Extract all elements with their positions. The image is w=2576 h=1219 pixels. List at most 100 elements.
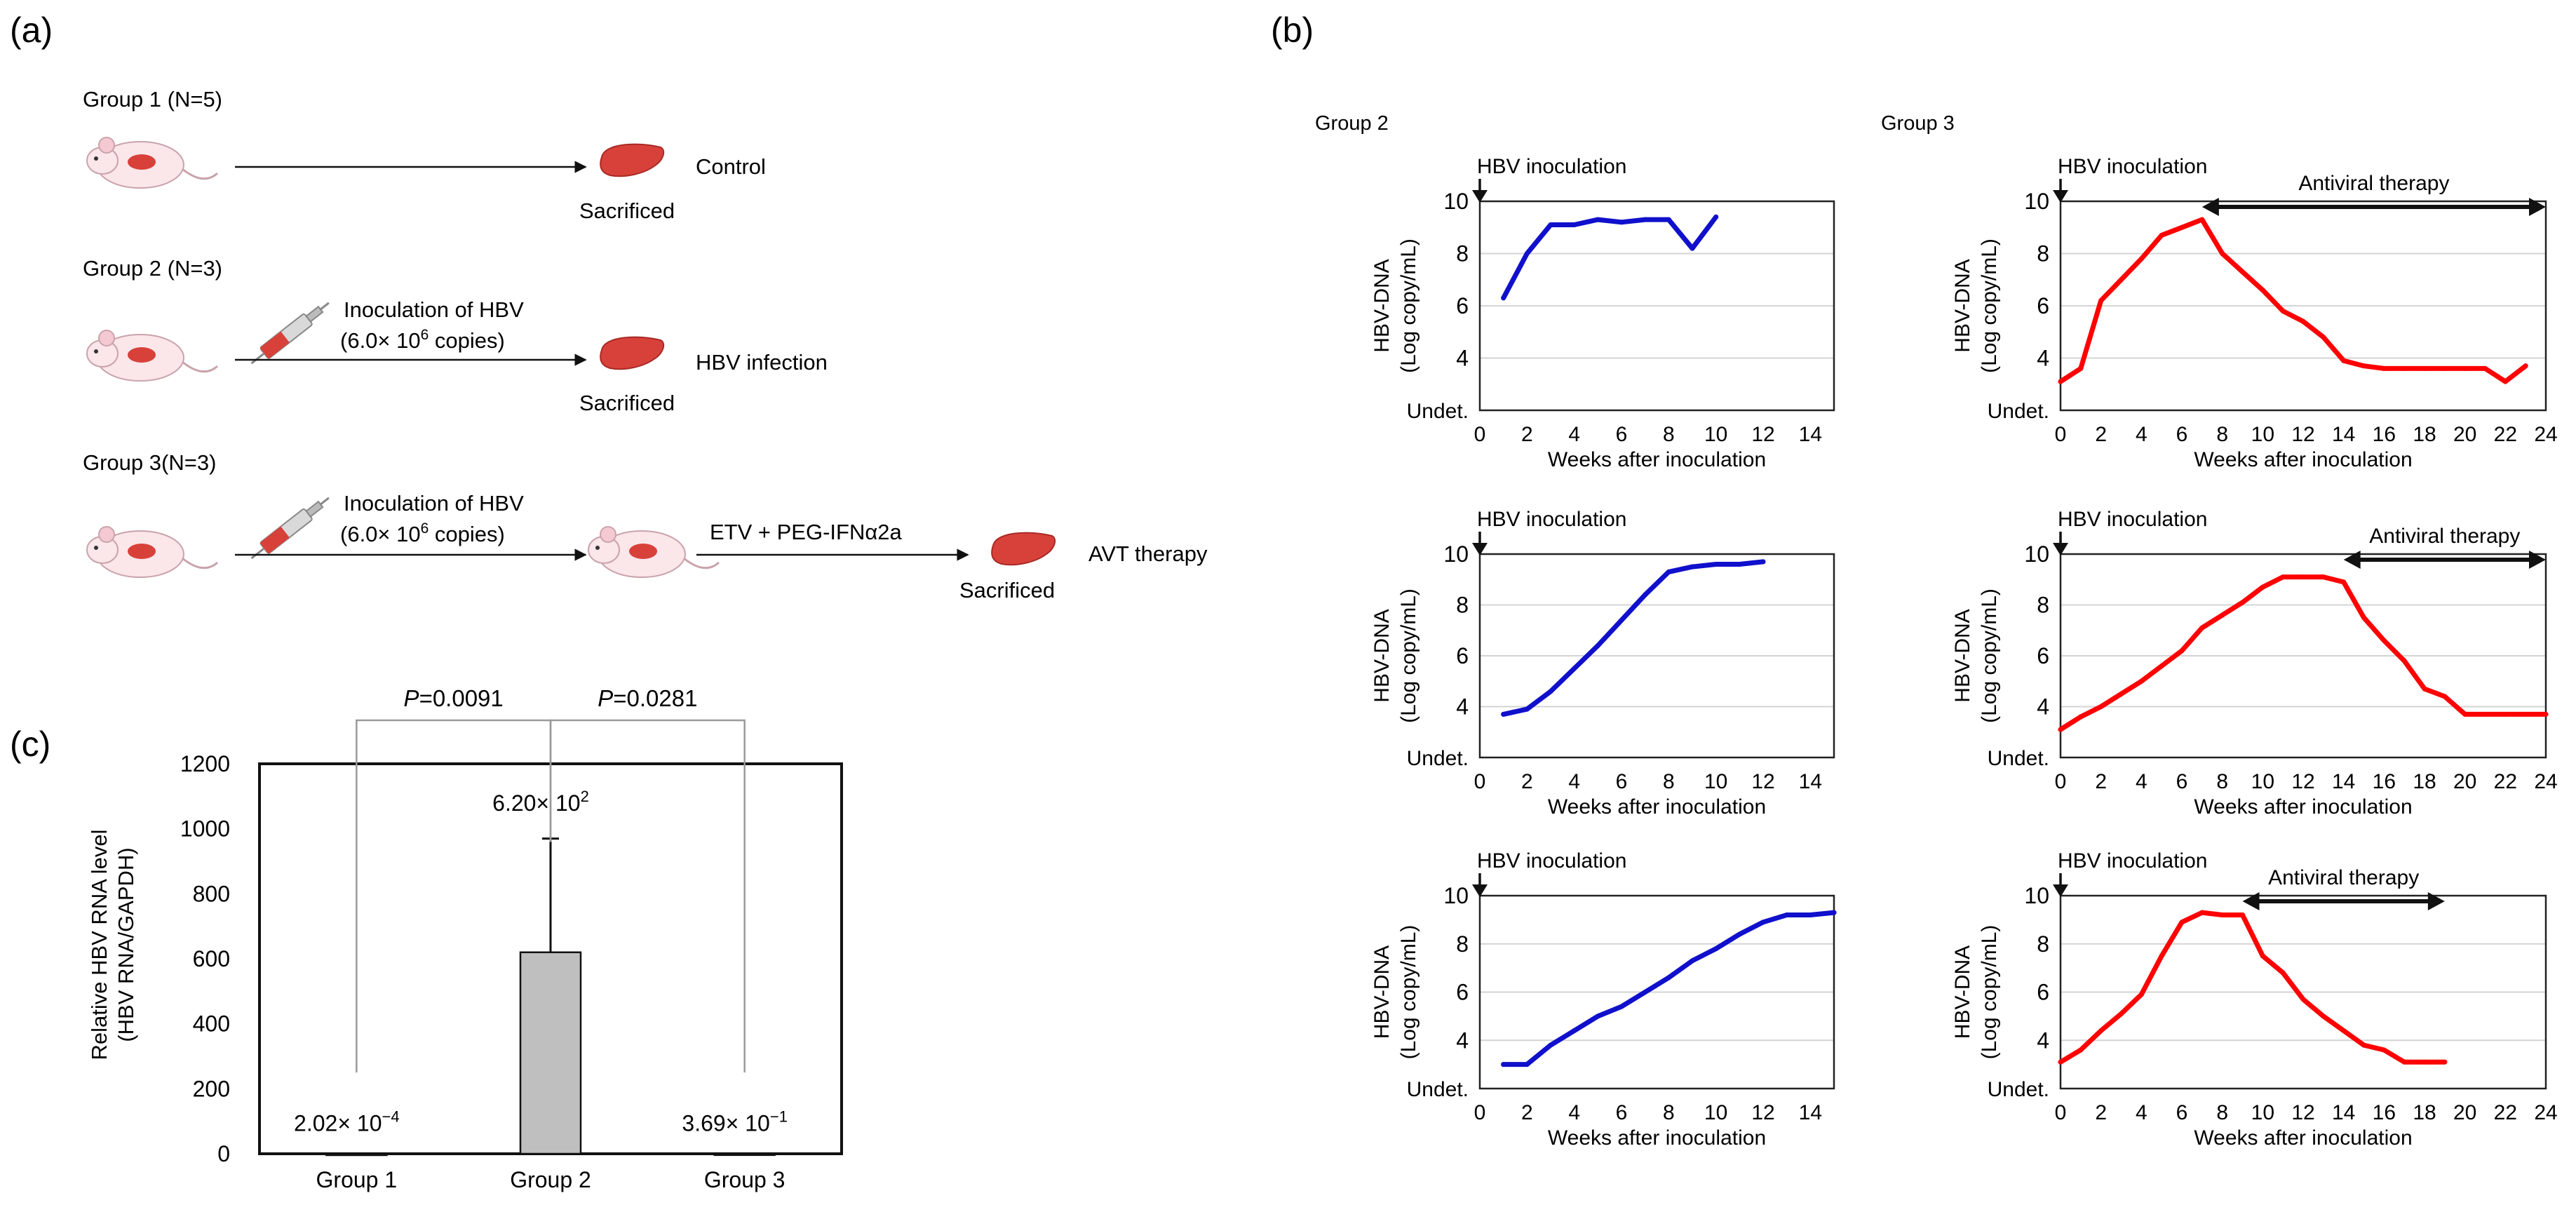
x-tick-label: 12	[2291, 770, 2314, 793]
x-tick-label: 14	[2332, 1101, 2355, 1124]
panel-a: Group 1 (N=5) Sacrificed Control Group 2…	[83, 87, 1208, 602]
data-point	[2543, 711, 2549, 717]
x-tick-label: 12	[2291, 423, 2314, 446]
data-point	[2422, 686, 2427, 692]
plot-frame	[2059, 200, 2547, 412]
group1-outcome: Control	[696, 154, 766, 179]
group1-title: Group 1 (N=5)	[83, 87, 222, 112]
x-tick-label: 18	[2413, 770, 2436, 793]
y-tick-label: 6	[2037, 293, 2049, 318]
x-tick-label: 0	[1474, 770, 1486, 793]
syringe-icon	[250, 497, 330, 560]
panel-label-c: (c)	[10, 725, 50, 764]
x-tick-label: 24	[2534, 1101, 2557, 1124]
data-point	[2078, 1047, 2084, 1053]
x-tick-label: Group 2	[510, 1167, 591, 1192]
series-line	[1501, 910, 1837, 1068]
y-tick-label: 4	[1456, 1028, 1469, 1053]
y-tick-label: 10	[2024, 883, 2049, 908]
data-point	[2240, 912, 2245, 917]
therapy-label: Antiviral therapy	[2298, 172, 2449, 195]
data-point	[1831, 910, 1837, 915]
group3-inoculation: Inoculation of HBV	[344, 491, 524, 516]
y-tick-label: 10	[2024, 189, 2049, 214]
data-point	[2138, 678, 2144, 684]
p-value-label: P=0.0091	[404, 685, 504, 711]
inoculation-arrow-head	[1472, 884, 1488, 897]
therapy-arrow-head-left	[2242, 892, 2260, 910]
bar	[325, 1152, 388, 1157]
data-point	[2058, 379, 2063, 384]
y-axis-label: Relative HBV RNA level	[87, 829, 112, 1060]
inoculation-label: HBV inoculation	[2058, 508, 2207, 531]
x-tick-label: 12	[1751, 770, 1774, 793]
y-tick-label: 200	[193, 1076, 230, 1101]
x-tick-label: 2	[1521, 1101, 1533, 1124]
x-tick-label: 0	[1474, 1101, 1486, 1124]
data-point	[1666, 975, 1671, 981]
data-point	[1760, 559, 1766, 565]
therapy-arrow-head-left	[2343, 551, 2361, 569]
data-point	[2442, 694, 2448, 699]
therapy-arrow-head-right	[2427, 892, 2445, 910]
data-point	[2280, 308, 2286, 314]
x-axis-label: Weeks after inoculation	[1548, 448, 1766, 471]
y-axis-label: HBV-DNA	[1951, 259, 1974, 352]
x-tick-label: 16	[2373, 770, 2396, 793]
x-tick-label: 6	[1616, 770, 1628, 793]
inoculation-label: HBV inoculation	[2058, 849, 2207, 873]
group3-sacrificed: Sacrificed	[959, 578, 1055, 602]
y-axis-label-units: (Log copy/mL)	[1978, 238, 2001, 373]
x-tick-label: 4	[2136, 1101, 2147, 1124]
x-tick-label: 2	[2095, 1101, 2107, 1124]
x-tick-label: 22	[2494, 770, 2517, 793]
y-tick-label: 6	[2037, 643, 2049, 668]
data-point	[2280, 574, 2286, 580]
data-point	[2119, 277, 2124, 283]
data-point	[2341, 358, 2347, 363]
y-tick-label-undet: Undet.	[1407, 747, 1469, 770]
data-point	[2260, 584, 2265, 590]
data-point	[1524, 706, 1530, 712]
x-tick-label: 22	[2494, 423, 2517, 446]
data-point	[2220, 612, 2225, 618]
x-tick-label: 24	[2534, 423, 2557, 446]
x-tick-label: 4	[1568, 770, 1580, 793]
group2-column-title: Group 2	[1315, 112, 1389, 135]
y-tick-label: 8	[2037, 593, 2049, 618]
plot-frame	[1478, 200, 1835, 412]
y-tick-label-undet: Undet.	[1988, 1078, 2049, 1101]
mouse-icon	[86, 137, 219, 189]
y-tick-label-undet: Undet.	[1407, 1078, 1469, 1101]
x-tick-label: 6	[2176, 770, 2188, 793]
group2-title: Group 2 (N=3)	[83, 256, 222, 281]
chart-g2c: 4 6 8 10 Undet.0 2 4 6 8 10 12 14 Weeks after inocul…	[1370, 849, 1837, 1150]
bar	[713, 1152, 776, 1157]
inoculation-label: HBV inoculation	[1477, 155, 1626, 178]
x-axis-label: Weeks after inoculation	[2194, 1126, 2412, 1150]
x-tick-label: 16	[2373, 1101, 2396, 1124]
y-tick-label: 0	[217, 1141, 230, 1166]
x-tick-label: 20	[2453, 770, 2476, 793]
therapy-arrow-head-left	[2201, 198, 2219, 216]
syringe-icon	[250, 302, 330, 365]
data-point	[1548, 222, 1553, 228]
data-point	[1666, 217, 1671, 222]
inoculation-arrow-head	[2053, 543, 2068, 555]
data-point	[2422, 1059, 2427, 1065]
data-point	[1737, 562, 1742, 567]
group2-inoculation: Inoculation of HBV	[344, 297, 524, 322]
x-axis-label: Weeks after inoculation	[2194, 795, 2412, 819]
x-tick-label: 6	[2176, 423, 2188, 446]
data-point	[2159, 953, 2164, 959]
data-point	[2422, 365, 2427, 371]
plot-frame	[1478, 553, 1835, 759]
data-point	[1666, 569, 1671, 574]
y-tick-label: 4	[1456, 694, 1469, 720]
plot-frame	[2059, 553, 2547, 759]
x-tick-label: 12	[2291, 1101, 2314, 1124]
data-point	[1690, 245, 1695, 251]
y-axis-label-units: (Log copy/mL)	[1978, 588, 2001, 723]
